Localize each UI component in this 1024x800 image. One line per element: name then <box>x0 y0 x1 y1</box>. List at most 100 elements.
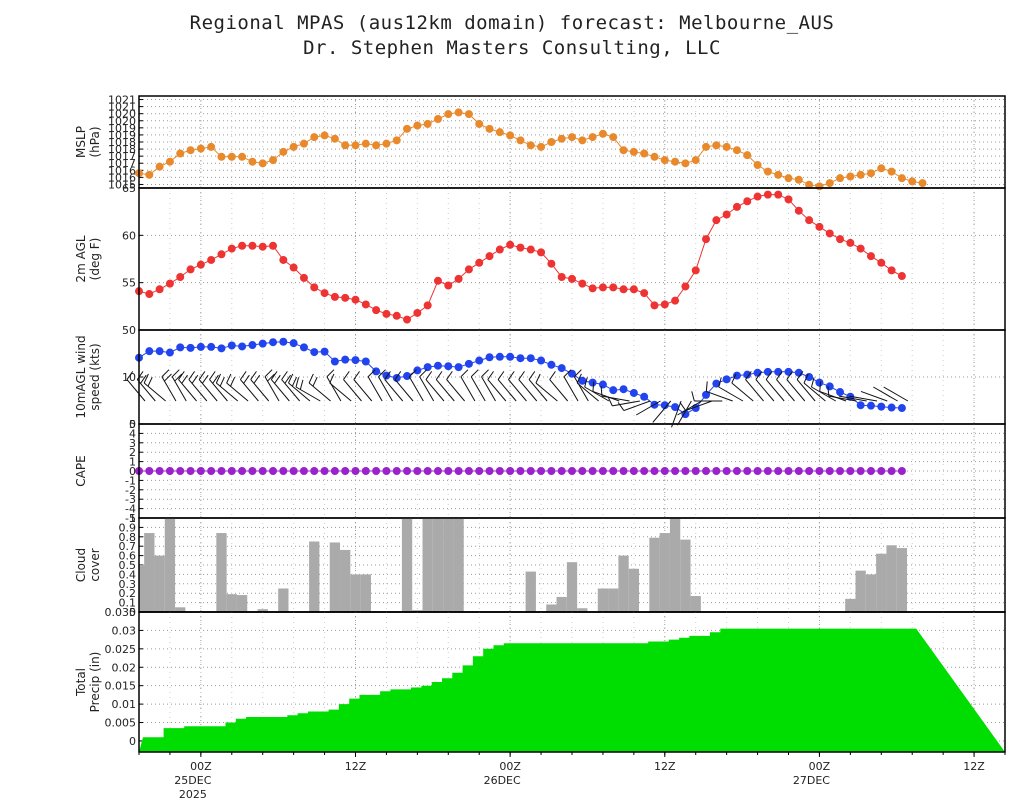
wind-barb-flag <box>679 402 687 411</box>
mslp-data-point <box>691 156 700 165</box>
cloud-bar <box>432 518 444 612</box>
wind-barb-flag <box>312 376 318 387</box>
cloud-bar <box>216 533 227 612</box>
wind-data-point <box>351 356 360 365</box>
cape-data-point <box>650 467 659 475</box>
wind-barb-flag <box>212 374 219 384</box>
mslp-y-label: MSLP(hPa) <box>74 126 102 158</box>
wind-barb <box>308 382 331 402</box>
wind-barb-flag <box>776 371 783 380</box>
cape-data-point <box>506 467 515 475</box>
cape-data-point <box>856 467 865 475</box>
temp-data-point <box>506 240 515 249</box>
temp-data-point <box>887 266 896 275</box>
wind-barb-flag <box>326 369 335 378</box>
cloud-bar <box>329 542 341 612</box>
mslp-data-point <box>227 152 236 161</box>
cape-data-point <box>165 467 174 475</box>
cape-data-point <box>413 467 422 475</box>
cloud-bar <box>876 553 887 612</box>
mslp-data-point <box>165 157 174 166</box>
cape-data-point <box>557 467 566 475</box>
temp-data-point <box>485 252 494 261</box>
cloud-bar <box>175 607 186 612</box>
temp-data-point <box>392 311 401 320</box>
cape-data-point <box>351 467 360 475</box>
temp-data-point <box>330 292 339 301</box>
cape-data-point <box>846 467 855 475</box>
mslp-y-tick-label: 1021 <box>108 94 136 107</box>
mslp-data-point <box>763 167 772 176</box>
mslp-data-point <box>176 149 185 158</box>
wind-barb <box>126 379 146 402</box>
mslp-data-point <box>619 146 628 155</box>
wind-data-point <box>712 379 721 388</box>
wind-data-point <box>825 382 834 391</box>
wind-barb-flag <box>367 369 376 378</box>
cape-data-point <box>537 467 546 475</box>
cape-data-point <box>774 467 783 475</box>
cloud-y-tick-label: 0.1 <box>119 597 137 610</box>
mslp-data-point <box>145 170 154 179</box>
cloud-bar <box>566 562 578 612</box>
cape-data-point <box>299 467 308 475</box>
wind-barb <box>592 390 620 402</box>
wind-barb-flag <box>171 369 180 378</box>
wind-barb-flag <box>288 373 294 384</box>
cape-data-point <box>516 467 525 475</box>
wind-barb-flag <box>460 369 469 378</box>
cape-data-point <box>372 467 381 475</box>
cloud-y-tick-label: 0.9 <box>119 521 137 534</box>
temp-data-point <box>598 283 607 292</box>
cape-y-tick-label: 0 <box>129 465 136 478</box>
mslp-panel <box>135 95 1006 191</box>
wind-data-point <box>320 347 329 356</box>
mslp-data-point <box>805 180 814 189</box>
wind-barb-flag <box>446 371 453 380</box>
x-date-label: 27DEC <box>793 774 830 787</box>
cloud-bar <box>257 609 268 612</box>
cape-data-point <box>320 467 329 475</box>
mslp-data-point <box>279 147 288 156</box>
cape-data-point <box>578 467 587 475</box>
wind-barb-flag <box>617 402 625 411</box>
temp-data-point <box>444 281 453 290</box>
temp-data-point <box>516 243 525 252</box>
mslp-data-point <box>598 129 607 138</box>
wind-data-point <box>433 361 442 370</box>
wind-barb-flag <box>803 373 809 384</box>
wind-barb <box>270 379 290 402</box>
wind-barb-flag <box>181 374 188 384</box>
temp-data-point <box>299 273 308 282</box>
cape-data-point <box>176 467 185 475</box>
cloud-bar <box>360 574 371 612</box>
temp-data-point <box>681 282 690 291</box>
mslp-data-point <box>918 179 927 188</box>
mslp-data-point <box>454 108 463 117</box>
cape-data-point <box>526 467 535 475</box>
mslp-y-tick-label: 1021 <box>108 101 136 114</box>
mslp-data-point <box>269 156 278 165</box>
cape-y-tick-label: -3 <box>125 493 136 506</box>
wind-barb-flag <box>718 377 722 388</box>
wind-barb <box>796 379 816 402</box>
cape-data-point <box>361 467 370 475</box>
cloud-bar <box>236 595 248 612</box>
temp-data-point <box>568 274 576 283</box>
wind-barb-flag <box>786 371 793 380</box>
wind-data-point <box>248 341 257 350</box>
wind-barb <box>685 400 713 412</box>
mslp-data-point <box>897 174 906 183</box>
temp-data-point <box>176 272 185 281</box>
x-date-label: 25DEC <box>174 774 211 787</box>
cloud-y-tick-label: 0.4 <box>119 568 137 581</box>
wind-data-point <box>279 337 288 346</box>
temp-data-point <box>526 245 535 254</box>
cloud-bar <box>340 549 351 612</box>
wind-barb-flag <box>508 371 515 380</box>
cape-data-point <box>866 467 875 475</box>
wind-data-point <box>413 366 422 375</box>
cape-y-label: CAPE <box>74 455 88 486</box>
temp-data-point <box>186 265 195 274</box>
wind-data-point <box>258 339 267 348</box>
